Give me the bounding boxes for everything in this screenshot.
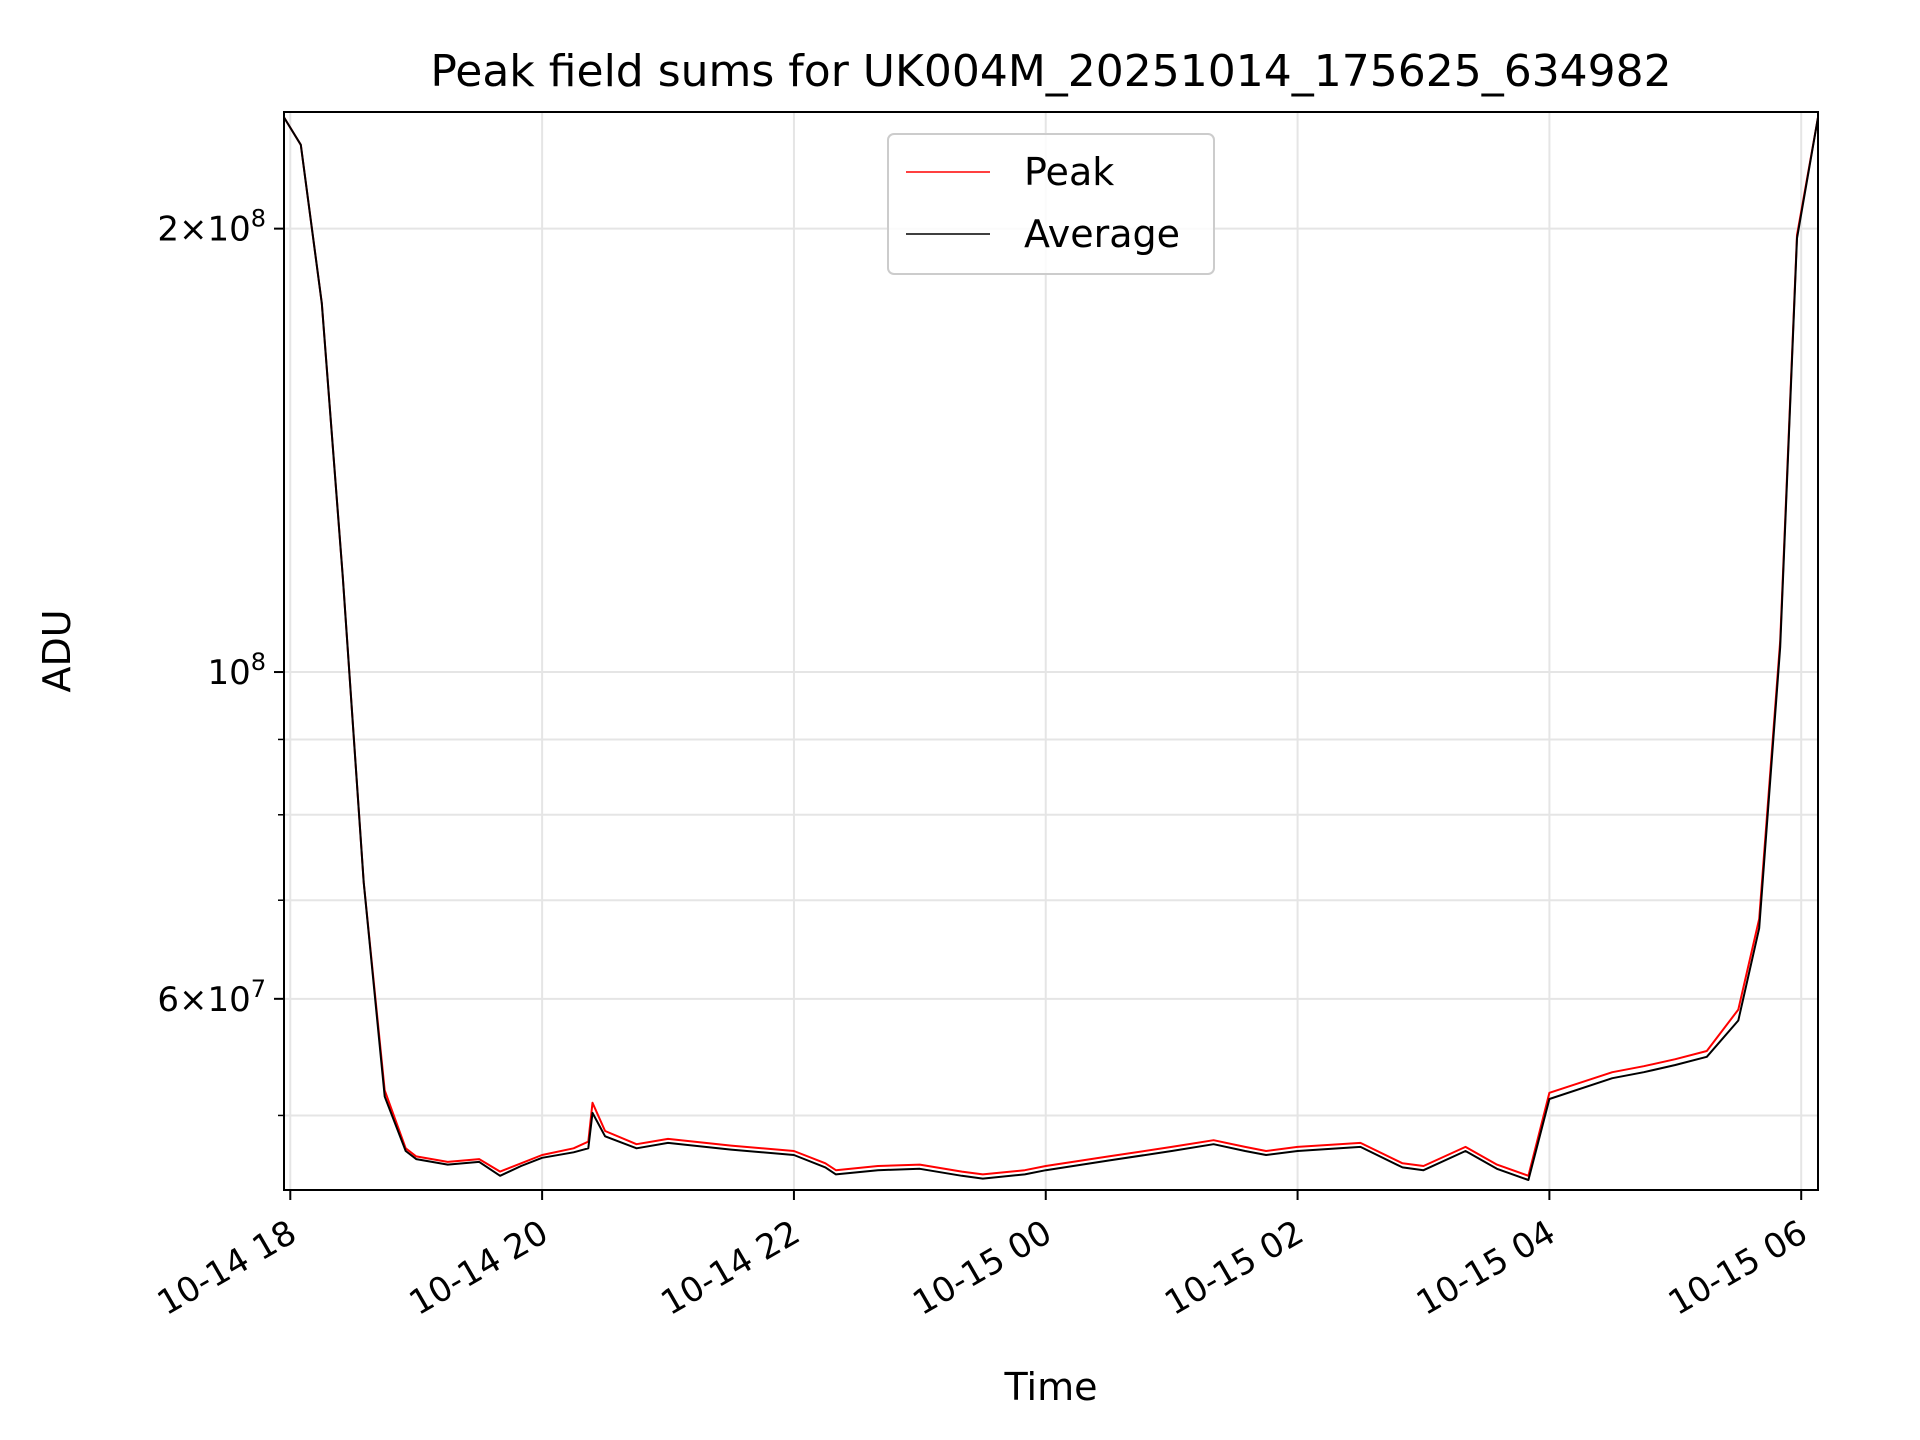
plot-frame xyxy=(283,111,1819,1191)
legend: Peak Average xyxy=(887,133,1215,275)
y-axis-title: ADU xyxy=(35,609,79,692)
series-line-peak xyxy=(283,116,1819,1177)
x-axis-title: Time xyxy=(1004,1365,1098,1409)
legend-label-average: Average xyxy=(1024,212,1180,256)
y-tick-label: 2×108 xyxy=(157,205,266,250)
series-line-average xyxy=(283,116,1819,1181)
legend-box xyxy=(887,133,1215,275)
y-tick-label: 108 xyxy=(207,648,266,693)
grid xyxy=(284,112,1818,1190)
y-tick-label: 6×107 xyxy=(157,975,266,1020)
series-layer xyxy=(283,116,1819,1181)
legend-label-peak: Peak xyxy=(1024,150,1114,194)
chart-title: Peak field sums for UK004M_20251014_1756… xyxy=(430,46,1671,97)
